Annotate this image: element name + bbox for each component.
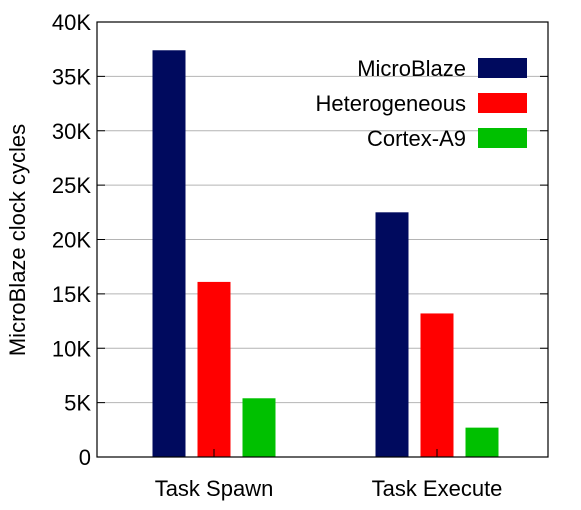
y-tick-label: 5K	[64, 391, 91, 416]
axis-ticks	[97, 21, 548, 458]
bar	[465, 427, 499, 457]
bars	[152, 50, 499, 458]
bar	[420, 313, 454, 457]
y-tick-label: 20K	[52, 228, 91, 253]
bar	[242, 398, 276, 457]
y-tick-label: 25K	[52, 173, 91, 198]
y-tick-label: 10K	[52, 336, 91, 361]
legend-label: Cortex-A9	[367, 126, 466, 151]
y-tick-label: 15K	[52, 282, 91, 307]
x-tick-label: Task Spawn	[155, 476, 274, 501]
legend-swatch	[478, 93, 527, 113]
bar	[197, 281, 231, 457]
y-tick-label: 30K	[52, 119, 91, 144]
x-tick-label: Task Execute	[372, 476, 503, 501]
legend-label: MicroBlaze	[357, 56, 466, 81]
y-tick-label: 35K	[52, 64, 91, 89]
y-tick-label: 0	[79, 445, 91, 470]
y-tick-labels: 0 5K 10K 15K 20K 25K 30K 35K 40K	[52, 10, 91, 470]
legend-swatch	[478, 58, 527, 78]
y-tick-label: 40K	[52, 10, 91, 35]
x-tick-labels: Task Spawn Task Execute	[155, 476, 503, 501]
bar	[375, 212, 409, 457]
bar	[152, 50, 186, 458]
legend-swatch	[478, 128, 527, 148]
y-axis-label: MicroBlaze clock cycles	[5, 124, 30, 356]
legend-label: Heterogeneous	[316, 91, 466, 116]
legend: MicroBlaze Heterogeneous Cortex-A9	[316, 56, 527, 151]
